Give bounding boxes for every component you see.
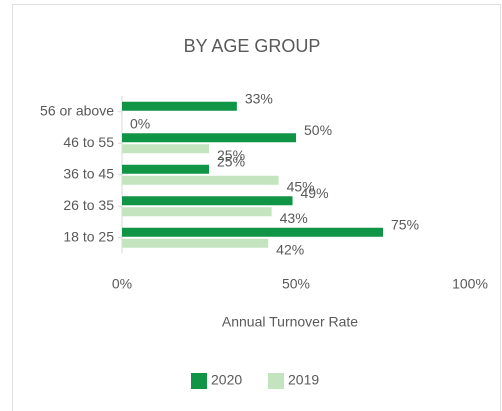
bar bbox=[122, 238, 269, 248]
bar bbox=[122, 207, 272, 217]
x-tick-label: 0% bbox=[112, 276, 132, 292]
y-tick-label: 46 to 55 bbox=[63, 134, 114, 150]
x-tick-label: 50% bbox=[282, 276, 310, 292]
legend-label: 2020 bbox=[211, 372, 242, 388]
data-label: 42% bbox=[276, 241, 304, 257]
x-tick-label: 100% bbox=[452, 276, 488, 292]
data-label: 25% bbox=[217, 153, 245, 169]
y-tick-label: 36 to 45 bbox=[63, 165, 114, 181]
data-label: 33% bbox=[245, 90, 273, 106]
y-tick-label: 26 to 35 bbox=[63, 197, 114, 213]
data-label: 25% bbox=[217, 147, 245, 163]
data-label: 50% bbox=[304, 122, 332, 138]
bar bbox=[122, 175, 279, 185]
data-label: 0% bbox=[130, 115, 150, 131]
y-tick-label: 18 to 25 bbox=[63, 228, 114, 244]
y-tick-label: 56 or above bbox=[40, 102, 114, 118]
bar bbox=[122, 227, 383, 237]
bar bbox=[122, 101, 237, 111]
chart-title: BY AGE GROUP bbox=[184, 36, 321, 56]
bar bbox=[122, 133, 296, 143]
data-label: 45% bbox=[287, 178, 315, 194]
data-label: 49% bbox=[301, 185, 329, 201]
bar bbox=[122, 144, 209, 154]
bar bbox=[122, 196, 293, 206]
data-label: 43% bbox=[280, 210, 308, 226]
bar bbox=[122, 164, 209, 174]
x-axis-title: Annual Turnover Rate bbox=[222, 314, 358, 330]
legend-label: 2019 bbox=[288, 372, 319, 388]
legend-swatch bbox=[268, 373, 284, 389]
data-label: 75% bbox=[391, 216, 419, 232]
legend-swatch bbox=[191, 373, 207, 389]
